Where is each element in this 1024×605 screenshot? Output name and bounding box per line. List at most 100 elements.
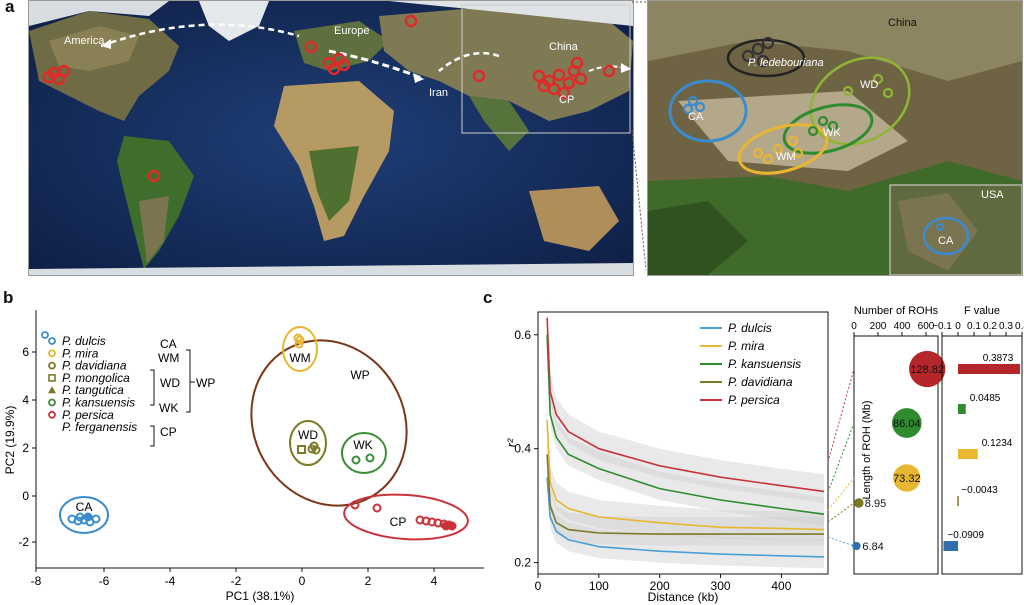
cluster-label-wm: WM [289, 351, 310, 365]
cluster-cp [343, 493, 469, 541]
group-wd: WD [160, 376, 180, 390]
cluster-label-wk: WK [353, 438, 372, 452]
legend-label: P. mira [62, 346, 99, 360]
label-america: America [64, 35, 105, 47]
panel-c-letter: c [483, 288, 493, 307]
pca-x-tick-label: -8 [31, 574, 42, 588]
legend-label: P. dulcis [62, 334, 106, 348]
cluster-wd [289, 420, 327, 466]
roh-ylabel: Length of ROH (Mb) [861, 400, 873, 499]
group-cp: CP [160, 425, 177, 439]
legend-label: P. tangutica [62, 383, 124, 397]
fval-bar [958, 449, 978, 459]
roh-tick-label: 600 [918, 321, 935, 332]
pca-x-tick-label: -6 [99, 574, 110, 588]
label-wd-detail: WD [860, 79, 879, 91]
roh-point [852, 541, 861, 551]
ld-legend-label: P. kansuensis [728, 357, 801, 371]
connector-line [827, 422, 855, 493]
roh-point-label: 6.84 [862, 541, 883, 553]
pca-x-tick-label: 0 [299, 574, 306, 588]
legend-label: P. davidiana [62, 359, 127, 373]
legend-label: P. kansuensis [62, 396, 135, 410]
pca-x-tick-label: -2 [231, 574, 242, 588]
ld-confidence-band [547, 300, 824, 503]
fval-tick-label: 0.4 [1015, 321, 1024, 332]
pca-y-tick-label: 4 [22, 393, 29, 407]
fval-tick-label: 0.2 [983, 321, 997, 332]
pca-outlier-point [41, 331, 49, 339]
fval-frame [941, 335, 1023, 575]
ld-x-tick-label: 300 [711, 579, 731, 593]
pca-x-tick-label: 2 [365, 574, 372, 588]
roh-tick-label: 0 [851, 321, 857, 332]
roh-point-label: 73.32 [893, 473, 921, 485]
ld-xlabel: Distance (kb) [648, 590, 719, 604]
cluster-label-ca: CA [76, 500, 93, 514]
roh-point-label: 128.82 [910, 364, 944, 376]
world-map: America Europe China Iran CP [28, 0, 634, 276]
label-iran: Iran [429, 87, 448, 99]
ld-legend-label: P. persica [728, 393, 780, 407]
detail-map: China P. ledebouriana WD WK CA WM USA CA [647, 0, 1023, 276]
legend-marker [48, 374, 56, 382]
fval-bar-label: 0.0485 [970, 393, 1001, 404]
legend-label: P. persica [62, 408, 114, 422]
group-wp: WP [196, 376, 215, 390]
legend-marker [48, 337, 56, 345]
legend-label: P. ferganensis [62, 420, 137, 434]
fval-bar-label: −0.0909 [947, 530, 984, 541]
label-ledebouriana: P. ledebouriana [748, 57, 824, 69]
ld-x-tick-label: 100 [589, 579, 609, 593]
fval-title: F value [964, 305, 1000, 317]
fval-bar [943, 541, 958, 551]
roh-point [891, 408, 922, 438]
roh-tick-label: 200 [870, 321, 887, 332]
pca-xlabel: PC1 (38.1%) [226, 589, 295, 603]
fval-bar-label: 0.3873 [983, 353, 1014, 364]
ld-series-line [546, 334, 825, 515]
fval-bar [958, 364, 1020, 374]
panel-a-letter: a [5, 0, 15, 16]
label-europe: Europe [334, 25, 370, 37]
cluster-label-wd: WD [298, 428, 318, 442]
ld-y-tick-label: 0.2 [514, 556, 531, 570]
label-usa: USA [981, 189, 1004, 201]
pca-x-tick-label: 4 [431, 574, 438, 588]
roh-point [909, 350, 946, 388]
map-connector [631, 1, 647, 271]
fval-tick-label: 0.1 [967, 321, 981, 332]
roh-point-label: 8.95 [865, 498, 886, 510]
cluster-ca [59, 496, 109, 534]
connector-line [827, 368, 855, 463]
fval-bar [957, 496, 959, 506]
connector-line [827, 477, 855, 511]
label-china-detail: China [888, 17, 917, 29]
label-cp: CP [559, 94, 575, 106]
fval-tick-label: −0.1 [932, 321, 952, 332]
ld-series-line [546, 317, 825, 493]
legend-brackets [150, 349, 195, 447]
label-ca-detail: CA [688, 111, 704, 123]
roh-title: Number of ROHs [854, 305, 939, 317]
roh-point-label: 86.04 [893, 418, 921, 430]
ld-legend-label: P. mira [728, 339, 765, 353]
fval-tick-label: 0.3 [999, 321, 1013, 332]
ld-x-tick-label: 0 [535, 579, 542, 593]
pca-ylabel: PC2 (19.9%) [3, 406, 17, 475]
group-wk: WK [159, 401, 178, 415]
cluster-wm [282, 326, 318, 372]
ld-y-tick-label: 0.6 [514, 328, 531, 342]
cluster-label-cp: CP [390, 515, 407, 529]
fval-bar [958, 404, 966, 414]
ld-x-tick-label: 200 [650, 579, 670, 593]
pca-y-tick-label: 0 [22, 489, 29, 503]
ld-ylabel: r² [504, 438, 519, 447]
label-china-world: China [549, 41, 578, 53]
pca-y-tick-label: 2 [22, 441, 29, 455]
ld-y-tick-label: 0.4 [514, 442, 531, 456]
ld-series-line [546, 420, 825, 531]
fval-tick-label: 0 [955, 321, 961, 332]
ld-confidence-band [547, 403, 824, 541]
world-map-graphic [29, 1, 633, 275]
